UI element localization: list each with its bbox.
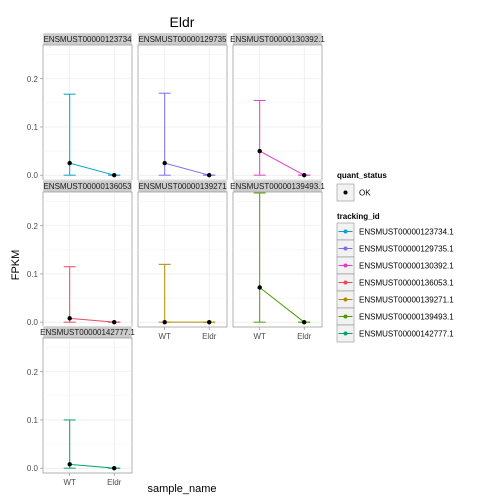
- legend-label: OK: [359, 189, 371, 198]
- legend-label: ENSMUST00000129735.1: [359, 245, 454, 254]
- y-tick-label: 0.1: [27, 416, 39, 425]
- y-tick-label: 0.2: [27, 222, 39, 231]
- data-point: [162, 319, 167, 325]
- x-tick-label: Eldr: [297, 332, 312, 341]
- x-tick-label: Eldr: [202, 332, 217, 341]
- facet-plot-area: [42, 44, 133, 181]
- series-line: [69, 317, 115, 323]
- y-tick-label: 0.0: [27, 318, 39, 327]
- x-tick-label: WT: [253, 332, 266, 341]
- legend: quant_status OK tracking_id ENSMUST00000123…: [336, 171, 454, 343]
- legend-point: [343, 246, 348, 251]
- y-axis-title: FPKM: [10, 250, 22, 281]
- facet-plot-area: [137, 191, 228, 328]
- x-tick-label: Eldr: [107, 478, 122, 487]
- facet-strip-label: ENSMUST00000142777.1: [40, 328, 135, 337]
- legend-point: [343, 229, 348, 234]
- y-tick-label: 0.0: [27, 171, 39, 180]
- series-line: [259, 150, 305, 176]
- facet-panel: ENSMUST00000129735: [137, 32, 228, 181]
- series-line: [259, 287, 305, 323]
- data-point: [112, 465, 117, 471]
- facet-plot-area: [137, 44, 228, 181]
- legend-point: [343, 314, 348, 319]
- y-tick-label: 0.2: [27, 368, 39, 377]
- chart-title: Eldr: [170, 14, 195, 30]
- facet-plot-area: [232, 191, 323, 328]
- facet-panel: ENSMUST00000142777.1 0.0 0.1 0.2 WT Eldr: [27, 325, 135, 487]
- legend-point: [343, 280, 348, 285]
- data-point: [67, 462, 72, 467]
- legend-label: ENSMUST00000123734.1: [359, 228, 454, 237]
- series-line: [69, 162, 115, 176]
- facet-strip-label: ENSMUST00000123734: [43, 35, 132, 44]
- x-tick-label: WT: [158, 332, 171, 341]
- facet-panel: ENSMUST00000136053 0.0 0.1 0.2: [27, 179, 133, 328]
- data-point: [257, 285, 262, 290]
- facet-plot-area: [42, 337, 133, 474]
- facet-strip-label: ENSMUST00000139271: [138, 182, 227, 191]
- y-tick-label: 0.0: [27, 464, 39, 473]
- legend-point: [343, 190, 348, 195]
- data-point: [67, 316, 72, 321]
- data-point: [162, 160, 167, 166]
- facet-panel: ENSMUST00000139271 WT Eldr: [137, 179, 228, 341]
- legend-label: ENSMUST00000139271.1: [359, 296, 454, 305]
- facet-panel: ENSMUST00000130392.1: [230, 32, 325, 181]
- data-point: [67, 160, 72, 166]
- legend-point: [343, 263, 348, 268]
- data-point: [207, 319, 212, 325]
- facet-plot-area: [232, 44, 323, 181]
- data-point: [302, 172, 307, 178]
- y-tick-label: 0.2: [27, 75, 39, 84]
- series-line: [69, 463, 115, 469]
- facet-strip-label: ENSMUST00000130392.1: [230, 35, 325, 44]
- legend-label: ENSMUST00000136053.1: [359, 279, 454, 288]
- data-point: [112, 172, 117, 178]
- facet-plot-area: [42, 191, 133, 328]
- legend-label: ENSMUST00000139493.1: [359, 313, 454, 322]
- data-point: [302, 319, 307, 325]
- x-tick-label: WT: [63, 478, 76, 487]
- x-axis-title: sample_name: [147, 483, 216, 495]
- series-line: [164, 162, 210, 176]
- facet-panel: ENSMUST00000123734 0.0 0.1 0.2: [27, 32, 133, 181]
- data-point: [207, 172, 212, 178]
- legend-title-tracking-id: tracking_id: [337, 212, 380, 221]
- facet-panels: ENSMUST000001237340.00.10.2ENSMUST000001…: [27, 32, 325, 487]
- data-point: [257, 148, 262, 154]
- legend-point: [343, 331, 348, 336]
- facet-strip-label: ENSMUST00000139493.1: [230, 182, 325, 191]
- facet-panel: ENSMUST00000139493.1 WT Eldr: [230, 179, 325, 341]
- legend-point: [343, 297, 348, 302]
- y-tick-label: 0.1: [27, 270, 39, 279]
- legend-title-quant-status: quant_status: [337, 171, 387, 180]
- facet-strip-label: ENSMUST00000136053: [43, 182, 132, 191]
- y-tick-label: 0.1: [27, 123, 39, 132]
- facet-strip-label: ENSMUST00000129735: [138, 35, 227, 44]
- legend-label: ENSMUST00000142777.1: [359, 330, 454, 339]
- data-point: [112, 319, 117, 325]
- legend-label: ENSMUST00000130392.1: [359, 262, 454, 271]
